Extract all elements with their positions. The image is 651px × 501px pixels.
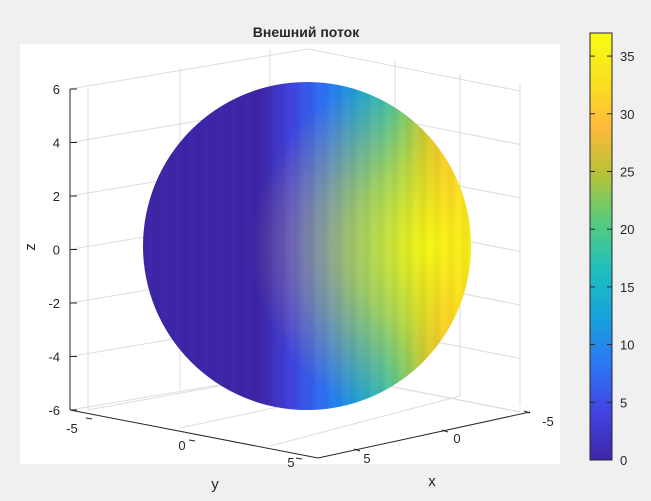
- colorbar-tick: 20: [590, 222, 634, 237]
- chart-title: Внешний поток: [253, 24, 360, 40]
- colorbar-tick-label: 0: [620, 453, 627, 468]
- y-tick: 0: [178, 438, 196, 453]
- z-tick-label: 0: [53, 243, 60, 258]
- x-tick: 0: [441, 429, 461, 446]
- z-tick: -2: [48, 296, 77, 311]
- z-tick: -4: [48, 350, 77, 365]
- colorbar-tick: 30: [590, 107, 634, 122]
- z-tick-label: 4: [53, 136, 60, 151]
- x-tick-label: 5: [363, 451, 370, 466]
- colorbar-tick-label: 30: [620, 107, 634, 122]
- z-tick-label: -6: [48, 403, 60, 418]
- z-tick: -6: [48, 403, 77, 418]
- colorbar-tick-label: 5: [620, 395, 627, 410]
- colorbar-tick-label: 35: [620, 49, 634, 64]
- colorbar-tick-label: 10: [620, 338, 634, 353]
- colorbar-tick: 35: [590, 49, 634, 64]
- x-axis-ticks: -5 0 5: [353, 410, 554, 466]
- colorbar-tick-label: 20: [620, 222, 634, 237]
- colorbar-tick: 0: [590, 453, 627, 468]
- sphere-surface: [143, 82, 471, 410]
- colorbar-tick: 5: [590, 395, 627, 410]
- z-tick: 6: [53, 82, 77, 97]
- colorbar-tick: 10: [590, 338, 634, 353]
- colorbar-fill: [589, 32, 613, 461]
- colorbar-ticks: 0 5 10 15 20 25 30 35: [590, 49, 634, 468]
- y-tick-label: -5: [66, 421, 78, 436]
- z-tick-label: 2: [53, 189, 60, 204]
- x-axis-label: x: [428, 473, 436, 490]
- y-axis-label: y: [211, 476, 219, 493]
- y-tick: -5: [66, 417, 93, 436]
- z-tick: 2: [53, 189, 77, 204]
- z-tick-label: -2: [48, 296, 60, 311]
- z-axis-ticks: -6 -4 -2 0 2 4 6: [48, 82, 77, 418]
- colorbar-tick: 25: [590, 164, 634, 179]
- x-tick: -5: [523, 410, 554, 429]
- y-tick-label: 0: [178, 438, 185, 453]
- colorbar-tick: 15: [590, 280, 634, 295]
- y-tick: 5: [287, 455, 303, 470]
- z-tick: 4: [53, 136, 77, 151]
- colorbar-tick-label: 25: [620, 164, 634, 179]
- z-tick-label: -4: [48, 350, 60, 365]
- colorbar-tick-label: 15: [620, 280, 634, 295]
- x-tick-label: -5: [542, 414, 554, 429]
- y-tick-label: 5: [287, 455, 294, 470]
- colorbar: 0 5 10 15 20 25 30 35: [589, 32, 634, 468]
- y-axis-ticks: -5 0 5: [66, 417, 303, 470]
- z-tick-label: 6: [53, 82, 60, 97]
- x-tick: 5: [353, 448, 371, 466]
- z-axis-label: z: [22, 243, 39, 251]
- x-tick-label: 0: [453, 431, 460, 446]
- z-tick: 0: [53, 243, 77, 258]
